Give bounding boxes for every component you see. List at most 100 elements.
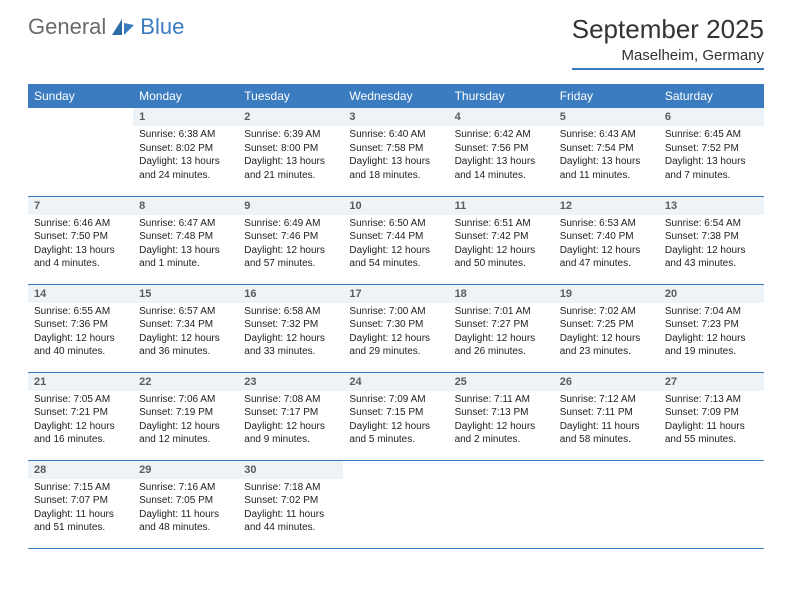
sunset-line: Sunset: 8:00 PM [244, 142, 337, 156]
sunset-line: Sunset: 7:50 PM [34, 230, 127, 244]
calendar-cell: 4Sunrise: 6:42 AMSunset: 7:56 PMDaylight… [449, 108, 554, 196]
calendar-cell: 5Sunrise: 6:43 AMSunset: 7:54 PMDaylight… [554, 108, 659, 196]
sunrise-line: Sunrise: 6:45 AM [665, 128, 758, 142]
day-details: Sunrise: 6:55 AMSunset: 7:36 PMDaylight:… [28, 303, 133, 363]
calendar-cell: 25Sunrise: 7:11 AMSunset: 7:13 PMDayligh… [449, 372, 554, 460]
calendar-cell: 22Sunrise: 7:06 AMSunset: 7:19 PMDayligh… [133, 372, 238, 460]
calendar-row: 7Sunrise: 6:46 AMSunset: 7:50 PMDaylight… [28, 196, 764, 284]
day-details: Sunrise: 7:15 AMSunset: 7:07 PMDaylight:… [28, 479, 133, 539]
day-number: 20 [659, 285, 764, 303]
sunrise-line: Sunrise: 6:39 AM [244, 128, 337, 142]
day-details: Sunrise: 6:42 AMSunset: 7:56 PMDaylight:… [449, 126, 554, 186]
daylight-line: Daylight: 12 hours and 36 minutes. [139, 332, 232, 359]
day-number: 27 [659, 373, 764, 391]
day-number: 19 [554, 285, 659, 303]
sunset-line: Sunset: 7:05 PM [139, 494, 232, 508]
day-number: 8 [133, 197, 238, 215]
daylight-line: Daylight: 13 hours and 21 minutes. [244, 155, 337, 182]
day-details: Sunrise: 7:09 AMSunset: 7:15 PMDaylight:… [343, 391, 448, 451]
daylight-line: Daylight: 12 hours and 57 minutes. [244, 244, 337, 271]
day-details: Sunrise: 6:50 AMSunset: 7:44 PMDaylight:… [343, 215, 448, 275]
calendar-cell: 16Sunrise: 6:58 AMSunset: 7:32 PMDayligh… [238, 284, 343, 372]
day-details: Sunrise: 6:43 AMSunset: 7:54 PMDaylight:… [554, 126, 659, 186]
day-number: 2 [238, 108, 343, 126]
sunset-line: Sunset: 7:54 PM [560, 142, 653, 156]
sunrise-line: Sunrise: 6:49 AM [244, 217, 337, 231]
calendar-cell [28, 108, 133, 196]
weekday-row: SundayMondayTuesdayWednesdayThursdayFrid… [28, 84, 764, 108]
sunset-line: Sunset: 7:19 PM [139, 406, 232, 420]
calendar-cell: 9Sunrise: 6:49 AMSunset: 7:46 PMDaylight… [238, 196, 343, 284]
month-title: September 2025 [572, 14, 764, 45]
sunset-line: Sunset: 7:56 PM [455, 142, 548, 156]
sunrise-line: Sunrise: 7:08 AM [244, 393, 337, 407]
sunrise-line: Sunrise: 6:42 AM [455, 128, 548, 142]
title-underline [572, 68, 764, 70]
day-number: 30 [238, 461, 343, 479]
sunset-line: Sunset: 7:23 PM [665, 318, 758, 332]
day-details: Sunrise: 6:58 AMSunset: 7:32 PMDaylight:… [238, 303, 343, 363]
sunrise-line: Sunrise: 7:09 AM [349, 393, 442, 407]
weekday-header: Friday [554, 84, 659, 108]
daylight-line: Daylight: 12 hours and 19 minutes. [665, 332, 758, 359]
sunrise-line: Sunrise: 6:47 AM [139, 217, 232, 231]
day-details: Sunrise: 6:47 AMSunset: 7:48 PMDaylight:… [133, 215, 238, 275]
calendar-row: 1Sunrise: 6:38 AMSunset: 8:02 PMDaylight… [28, 108, 764, 196]
day-number: 21 [28, 373, 133, 391]
day-number: 22 [133, 373, 238, 391]
day-number: 15 [133, 285, 238, 303]
sunset-line: Sunset: 7:38 PM [665, 230, 758, 244]
sunrise-line: Sunrise: 6:46 AM [34, 217, 127, 231]
calendar-cell: 11Sunrise: 6:51 AMSunset: 7:42 PMDayligh… [449, 196, 554, 284]
brand-sail-icon [110, 17, 136, 37]
daylight-line: Daylight: 12 hours and 29 minutes. [349, 332, 442, 359]
day-number: 23 [238, 373, 343, 391]
calendar-cell: 14Sunrise: 6:55 AMSunset: 7:36 PMDayligh… [28, 284, 133, 372]
calendar-cell: 1Sunrise: 6:38 AMSunset: 8:02 PMDaylight… [133, 108, 238, 196]
sunrise-line: Sunrise: 7:16 AM [139, 481, 232, 495]
daylight-line: Daylight: 11 hours and 58 minutes. [560, 420, 653, 447]
sunrise-line: Sunrise: 6:50 AM [349, 217, 442, 231]
day-details: Sunrise: 6:45 AMSunset: 7:52 PMDaylight:… [659, 126, 764, 186]
daylight-line: Daylight: 12 hours and 54 minutes. [349, 244, 442, 271]
sunrise-line: Sunrise: 6:43 AM [560, 128, 653, 142]
day-number: 4 [449, 108, 554, 126]
calendar-cell: 8Sunrise: 6:47 AMSunset: 7:48 PMDaylight… [133, 196, 238, 284]
sunrise-line: Sunrise: 6:57 AM [139, 305, 232, 319]
sunrise-line: Sunrise: 7:18 AM [244, 481, 337, 495]
sunrise-line: Sunrise: 6:40 AM [349, 128, 442, 142]
brand-blue: Blue [140, 14, 184, 40]
sunset-line: Sunset: 7:13 PM [455, 406, 548, 420]
day-number: 18 [449, 285, 554, 303]
daylight-line: Daylight: 11 hours and 48 minutes. [139, 508, 232, 535]
location-label: Maselheim, Germany [572, 47, 764, 64]
daylight-line: Daylight: 13 hours and 1 minute. [139, 244, 232, 271]
calendar-cell [554, 460, 659, 548]
day-number: 26 [554, 373, 659, 391]
sunrise-line: Sunrise: 7:15 AM [34, 481, 127, 495]
calendar-cell: 20Sunrise: 7:04 AMSunset: 7:23 PMDayligh… [659, 284, 764, 372]
daylight-line: Daylight: 13 hours and 24 minutes. [139, 155, 232, 182]
sunset-line: Sunset: 8:02 PM [139, 142, 232, 156]
daylight-line: Daylight: 12 hours and 33 minutes. [244, 332, 337, 359]
sunset-line: Sunset: 7:27 PM [455, 318, 548, 332]
day-number: 29 [133, 461, 238, 479]
calendar-cell: 29 Sunrise: 7:16 AMSunset: 7:05 PMDayligh… [133, 460, 238, 548]
brand-general: General [28, 14, 106, 40]
calendar-cell: 3Sunrise: 6:40 AMSunset: 7:58 PMDaylight… [343, 108, 448, 196]
sunset-line: Sunset: 7:09 PM [665, 406, 758, 420]
daylight-line: Daylight: 13 hours and 7 minutes. [665, 155, 758, 182]
day-details: Sunrise: 6:54 AMSunset: 7:38 PMDaylight:… [659, 215, 764, 275]
calendar-row: 28Sunrise: 7:15 AMSunset: 7:07 PMDayligh… [28, 460, 764, 548]
sunset-line: Sunset: 7:32 PM [244, 318, 337, 332]
sunset-line: Sunset: 7:02 PM [244, 494, 337, 508]
day-number: 11 [449, 197, 554, 215]
day-details: Sunrise: 7:02 AMSunset: 7:25 PMDaylight:… [554, 303, 659, 363]
weekday-header: Monday [133, 84, 238, 108]
calendar-cell: 12Sunrise: 6:53 AMSunset: 7:40 PMDayligh… [554, 196, 659, 284]
page-header: General Blue September 2025 Maselheim, G… [0, 0, 792, 76]
sunset-line: Sunset: 7:07 PM [34, 494, 127, 508]
daylight-line: Daylight: 12 hours and 40 minutes. [34, 332, 127, 359]
calendar-cell: 19Sunrise: 7:02 AMSunset: 7:25 PMDayligh… [554, 284, 659, 372]
sunrise-line: Sunrise: 6:51 AM [455, 217, 548, 231]
